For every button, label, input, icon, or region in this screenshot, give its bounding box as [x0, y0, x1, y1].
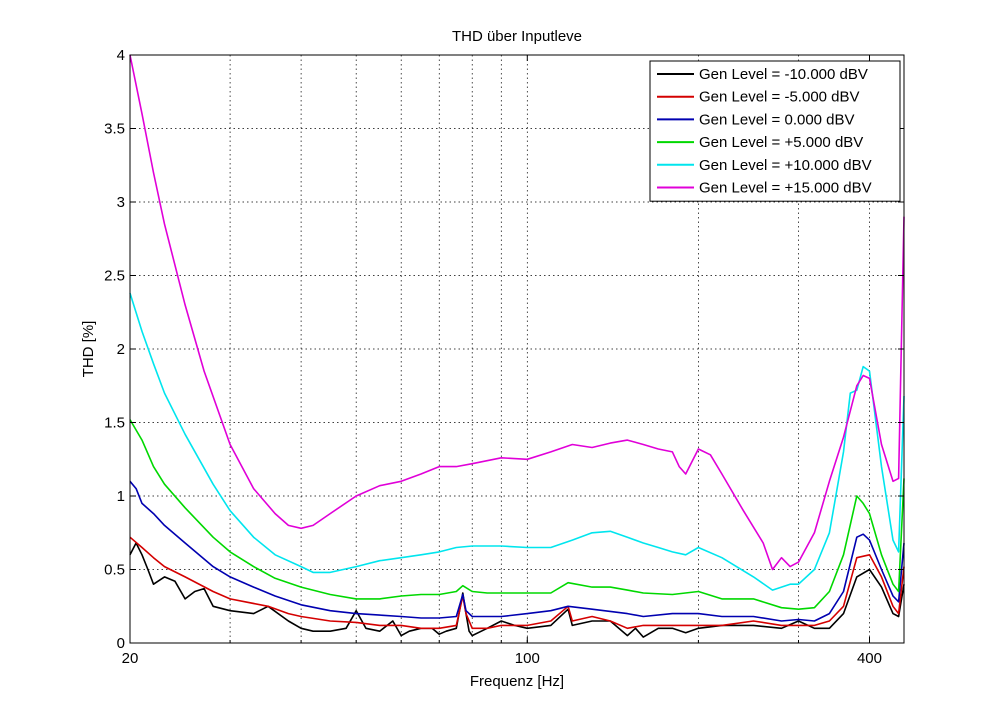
series-line-2 [129, 536, 905, 630]
axis-ticks: 20 100 400 0 0.5 1 1.5 2 2.5 3 3.5 4 [104, 47, 904, 667]
series-line-1 [129, 542, 905, 638]
y-tick-label: 0.5 [104, 562, 125, 579]
chart-title: THD über Inputleve [452, 28, 582, 45]
legend-entry-label: Gen Level = -10.000 dBV [699, 66, 868, 83]
series-lines [129, 54, 905, 638]
legend: Gen Level = -10.000 dBV Gen Level = -5.00… [649, 60, 901, 202]
series-line-4 [129, 419, 905, 610]
legend-entry-label: Gen Level = 0.000 dBV [699, 111, 855, 128]
legend-entry-label: Gen Level = +5.000 dBV [699, 134, 863, 151]
legend-box [649, 60, 901, 202]
y-axis-label: THD [%] [80, 321, 97, 378]
legend-entry-label: Gen Level = +10.000 dBV [699, 157, 872, 174]
series-line-3 [129, 480, 905, 622]
x-tick-label: 100 [515, 650, 540, 667]
y-tick-label: 4 [117, 47, 125, 64]
y-tick-label: 1.5 [104, 415, 125, 432]
y-tick-label: 2 [117, 341, 125, 358]
legend-entry-label: Gen Level = -5.000 dBV [699, 89, 860, 106]
series-line-5 [129, 292, 905, 591]
series-line-6 [129, 54, 905, 571]
y-tick-label: 2.5 [104, 268, 125, 285]
y-tick-label: 3.5 [104, 121, 125, 138]
y-tick-label: 0 [117, 635, 125, 652]
x-tick-label: 400 [857, 650, 882, 667]
y-tick-label: 3 [117, 194, 125, 211]
legend-entry-label: Gen Level = +15.000 dBV [699, 180, 872, 197]
x-tick-label: 20 [122, 650, 139, 667]
y-tick-label: 1 [117, 488, 125, 505]
x-axis-label: Frequenz [Hz] [470, 673, 564, 690]
